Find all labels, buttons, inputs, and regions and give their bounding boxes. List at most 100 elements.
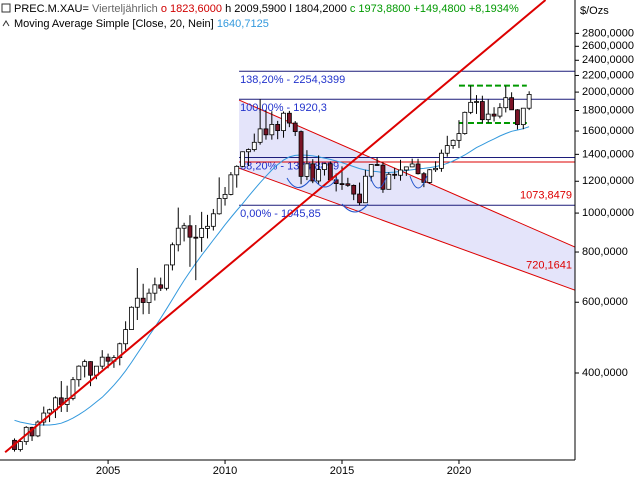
fib-label: 100,00% - 1920,3: [240, 102, 327, 114]
candle-body: [374, 164, 380, 166]
candle-body: [292, 122, 298, 132]
candle-body: [316, 169, 322, 182]
channel-label: 1073,8479: [520, 190, 572, 202]
trend-line: [4, 0, 547, 454]
candle-body: [485, 113, 491, 121]
candle-body: [134, 297, 140, 308]
y-tick-label: 1400,0000: [582, 148, 634, 160]
circle-mark: [341, 203, 369, 213]
candle-body: [456, 133, 462, 141]
fib-label: 138,20% - 2254,3399: [240, 74, 345, 86]
annotations: [286, 175, 428, 213]
y-tick-label: 600,0000: [582, 296, 628, 308]
candle-body: [398, 169, 403, 176]
candle-body: [515, 109, 520, 126]
candle-body: [322, 163, 327, 170]
candle-body: [503, 97, 509, 109]
candle-body: [82, 361, 88, 367]
candle-body: [275, 124, 281, 132]
candle-body: [76, 365, 82, 381]
candle-body: [105, 356, 111, 362]
candle-body: [199, 227, 205, 238]
header: PREC.M.XAU= Vierteljährlich o 1823,6000 …: [14, 3, 519, 15]
candle-body: [357, 193, 362, 204]
candle-body: [193, 236, 199, 239]
candle-body: [47, 409, 52, 414]
candle-body: [281, 112, 286, 132]
candle-body: [234, 165, 240, 176]
candle-body: [170, 244, 175, 266]
candle-body: [474, 101, 479, 103]
candle-body: [164, 264, 169, 289]
high: h 2009,5900: [225, 3, 286, 15]
x-tick-label: 2010: [213, 465, 237, 477]
candle-body: [246, 149, 251, 153]
candle-body: [175, 227, 181, 246]
candle-body: [386, 173, 392, 190]
y-tick-label: 400,0000: [582, 367, 628, 379]
candle-body: [240, 151, 245, 167]
candle-body: [216, 198, 222, 215]
change-pct: +8,1934%: [469, 3, 519, 15]
candle-body: [339, 183, 345, 186]
y-tick-label: 2200,0000: [582, 69, 634, 81]
circle-mark: [312, 177, 338, 188]
candle-body: [403, 166, 409, 171]
candle-body: [222, 193, 228, 199]
candle-body: [327, 163, 333, 181]
y-unit: $/Ozs: [580, 5, 609, 17]
candle-body: [129, 306, 134, 330]
symbol: PREC.M.XAU=: [14, 3, 89, 15]
candle-body: [444, 145, 450, 154]
x-tick-label: 2005: [96, 465, 120, 477]
candle-body: [269, 124, 275, 136]
fib-label: 0,00% - 1045,85: [240, 208, 321, 220]
candle-body: [35, 421, 41, 437]
candle-body: [181, 225, 187, 229]
candle-body: [146, 292, 152, 303]
change: +149,4800: [414, 3, 466, 15]
candle-body: [520, 107, 526, 126]
symbol-icon: [1, 3, 11, 13]
candle-body: [409, 163, 415, 168]
candle-body: [468, 101, 474, 113]
candle-body: [310, 163, 316, 182]
candle-body: [368, 164, 374, 177]
circle-mark: [409, 175, 428, 189]
candle-body: [263, 128, 269, 136]
candle-body: [298, 131, 304, 177]
x-tick-label: 2020: [447, 465, 471, 477]
y-tick-label: 2400,0000: [582, 54, 634, 66]
candle-body: [187, 225, 193, 238]
channel-line: [238, 167, 576, 291]
plot-area: 1073,8479 720,1641 138,20% - 2254,3399 100,…: [4, 0, 576, 454]
y-tick-label: 2800,0000: [582, 27, 634, 39]
indicator-name: Moving Average Simple [Close, 20, Nein]: [14, 18, 214, 30]
period: Vierteljährlich: [92, 3, 158, 15]
candle-body: [88, 361, 93, 376]
candle-body: [392, 173, 398, 176]
candle-body: [140, 297, 146, 303]
y-tick-label: 1200,0000: [582, 175, 634, 187]
candle-body: [286, 112, 292, 124]
candle-body: [479, 101, 485, 121]
candle-body: [70, 379, 76, 399]
candle-body: [462, 111, 468, 134]
candle-body: [228, 174, 234, 195]
channel-fill: [239, 100, 576, 291]
candle-body: [362, 175, 368, 204]
open: o 1823,6000: [161, 3, 222, 15]
candle-body: [99, 356, 105, 367]
indicator-icon: [2, 20, 10, 27]
y-tick-label: 2600,0000: [582, 40, 634, 52]
candle-body: [491, 113, 497, 117]
candle-body: [158, 284, 164, 289]
candle-body: [123, 329, 129, 345]
y-tick-label: 800,0000: [582, 246, 628, 258]
low: l 1804,2000: [289, 3, 347, 15]
candle-body: [427, 169, 433, 183]
candle-body: [205, 225, 210, 229]
candle-body: [257, 128, 263, 143]
